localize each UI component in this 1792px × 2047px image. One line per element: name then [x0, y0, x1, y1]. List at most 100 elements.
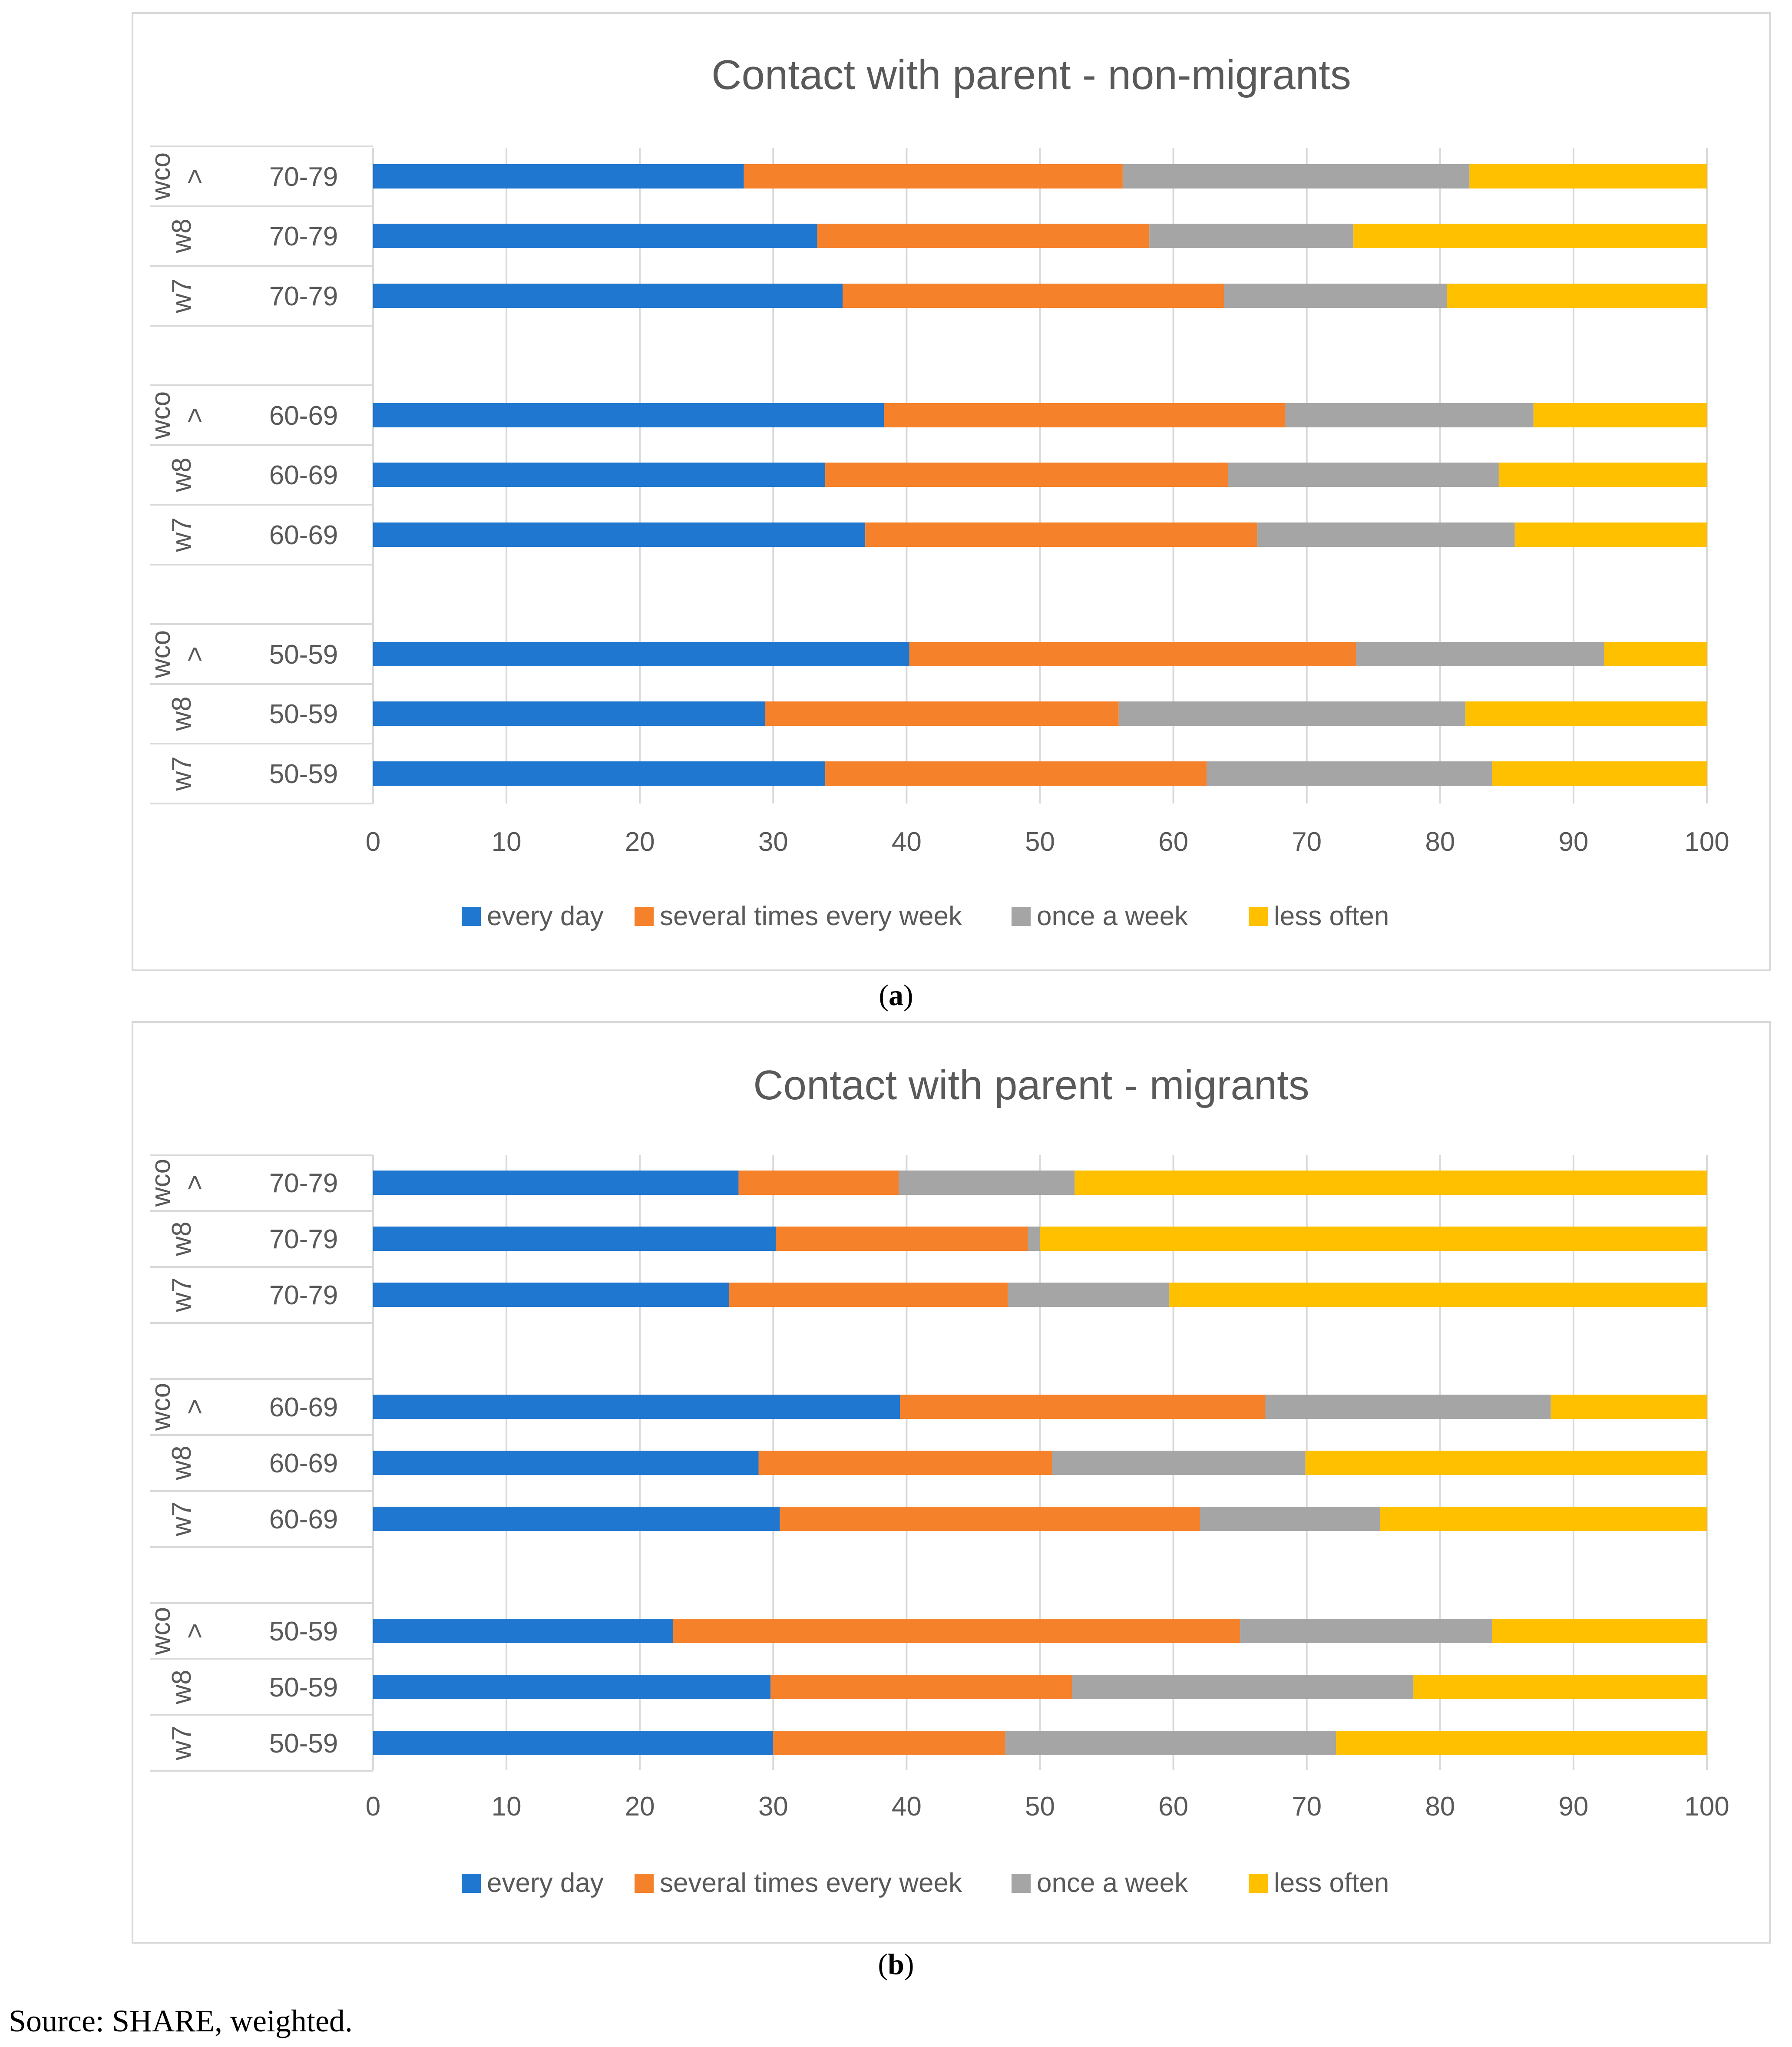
- x-tick-100: 100: [1684, 827, 1729, 857]
- category-age-label: 70-79: [269, 162, 338, 192]
- legend-label-every-day: every day: [487, 1868, 604, 1898]
- bar-less-often-6: [1604, 642, 1707, 666]
- x-tick-60: 60: [1158, 827, 1188, 857]
- category-wave-label: w8: [167, 1670, 197, 1704]
- bar-every-day-6: [373, 1619, 673, 1643]
- x-tick-50: 50: [1025, 827, 1055, 857]
- bar-once-a-week-0: [1122, 164, 1470, 188]
- legend-swatch-once-a-week: [1012, 907, 1031, 926]
- category-wave-label: w7: [167, 278, 197, 313]
- bar-every-day-0: [373, 1171, 739, 1195]
- bar-once-a-week-6: [1240, 1619, 1492, 1643]
- category-age-label: 50-59: [269, 759, 338, 789]
- bar-once-a-week-7: [1072, 1675, 1414, 1699]
- chart-panel-migrants: Contact with parent - migrants 0 10 20 30 40 5…: [132, 1021, 1771, 1944]
- bar-less-often-8: [1492, 761, 1707, 786]
- bar-every-day-7: [373, 701, 765, 726]
- bar-every-day-2: [373, 1283, 729, 1307]
- legend-swatch-every-day: [462, 907, 481, 926]
- legend-swatch-less-often: [1249, 907, 1268, 926]
- bar-less-often-2: [1447, 284, 1707, 308]
- category-age-label: 50-59: [269, 640, 338, 670]
- category-age-label: 60-69: [269, 1505, 338, 1534]
- x-tick-100: 100: [1684, 1792, 1729, 1822]
- bar-every-day-4: [373, 463, 826, 487]
- wave-label-text: wco: [146, 391, 176, 440]
- category-wave-label: w7: [167, 1501, 197, 1536]
- category-wave-label: wco >: [146, 1607, 210, 1655]
- bar-several-times-every-week-5: [865, 522, 1258, 547]
- bar-less-often-3: [1551, 1395, 1707, 1419]
- x-tick-40: 40: [892, 827, 922, 857]
- bar-several-times-every-week-3: [884, 403, 1286, 427]
- bar-several-times-every-week-6: [673, 1619, 1240, 1643]
- bar-once-a-week-4: [1228, 463, 1499, 487]
- bar-every-day-2: [373, 284, 843, 308]
- x-tick-40: 40: [892, 1792, 922, 1822]
- x-tick-30: 30: [758, 1792, 788, 1822]
- legend-label-once-a-week: once a week: [1037, 1868, 1188, 1898]
- category-age-label: 70-79: [269, 1280, 338, 1310]
- bar-less-often-5: [1514, 522, 1707, 547]
- caption-a: (a): [879, 979, 913, 1012]
- category-age-label: 50-59: [269, 1729, 338, 1759]
- category-age-label: 70-79: [269, 222, 338, 251]
- bar-several-times-every-week-2: [729, 1283, 1008, 1307]
- bar-every-day-3: [373, 403, 884, 427]
- wave-label-text: wco: [146, 1607, 176, 1655]
- chart-title: Contact with parent - non-migrants: [711, 52, 1351, 98]
- wave-label-mark: >: [180, 407, 210, 423]
- x-tick-90: 90: [1558, 827, 1588, 857]
- category-wave-label: wco >: [146, 1159, 210, 1207]
- bar-less-often-0: [1075, 1171, 1707, 1195]
- category-wave-label: wco >: [146, 630, 210, 678]
- bar-every-day-5: [373, 522, 866, 547]
- bar-every-day-7: [373, 1675, 771, 1699]
- category-wave-label: wco >: [146, 391, 210, 440]
- bar-once-a-week-0: [898, 1171, 1075, 1195]
- bar-less-often-3: [1533, 403, 1707, 427]
- category-wave-label: w7: [167, 1726, 197, 1760]
- bar-every-day-1: [373, 1227, 776, 1251]
- bar-once-a-week-1: [1149, 224, 1354, 248]
- bar-several-times-every-week-3: [900, 1395, 1266, 1419]
- caption-b-letter: b: [888, 1948, 904, 1981]
- x-tick-20: 20: [625, 1792, 655, 1822]
- category-wave-label: w7: [167, 517, 197, 552]
- x-tick-80: 80: [1425, 1792, 1455, 1822]
- bar-less-often-2: [1169, 1283, 1707, 1307]
- bar-every-day-1: [373, 224, 817, 248]
- wave-label-text: wco: [146, 630, 176, 678]
- legend-label-less-often: less often: [1274, 901, 1389, 931]
- legend-label-less-often: less often: [1274, 1868, 1389, 1898]
- category-wave-label: w8: [167, 457, 197, 492]
- bar-less-often-0: [1469, 164, 1707, 188]
- bar-once-a-week-5: [1200, 1507, 1380, 1531]
- wave-label-mark: >: [180, 169, 210, 184]
- bar-once-a-week-7: [1118, 701, 1466, 726]
- wave-label-text: wco: [146, 1159, 176, 1207]
- x-tick-0: 0: [366, 827, 380, 857]
- x-tick-0: 0: [366, 1792, 380, 1822]
- bar-less-often-1: [1040, 1227, 1707, 1251]
- bar-every-day-6: [373, 642, 909, 666]
- x-tick-10: 10: [492, 1792, 522, 1822]
- x-tick-20: 20: [625, 827, 655, 857]
- wave-label-mark: >: [180, 1399, 210, 1415]
- bar-every-day-3: [373, 1395, 900, 1419]
- bar-once-a-week-3: [1285, 403, 1534, 427]
- bar-several-times-every-week-7: [770, 1675, 1072, 1699]
- caption-b: (b): [878, 1948, 914, 1981]
- chart-migrants: Contact with parent - migrants 0 10 20 30 40 5…: [146, 1062, 1729, 1898]
- chart-panel-non-migrants: Contact with parent - non-migrants 0 10 20 3…: [132, 12, 1771, 971]
- wave-label-text: wco: [146, 1383, 176, 1431]
- category-age-label: 60-69: [269, 1392, 338, 1422]
- category-wave-label: wco >: [146, 1383, 210, 1431]
- chart-non-migrants: Contact with parent - non-migrants 0 10 20 3…: [146, 52, 1729, 931]
- x-tick-80: 80: [1425, 827, 1455, 857]
- bar-less-often-5: [1380, 1507, 1707, 1531]
- legend-label-every-day: every day: [487, 901, 604, 931]
- category-wave-label: w8: [167, 1445, 197, 1480]
- category-age-label: 50-59: [269, 699, 338, 729]
- bar-once-a-week-3: [1265, 1395, 1551, 1419]
